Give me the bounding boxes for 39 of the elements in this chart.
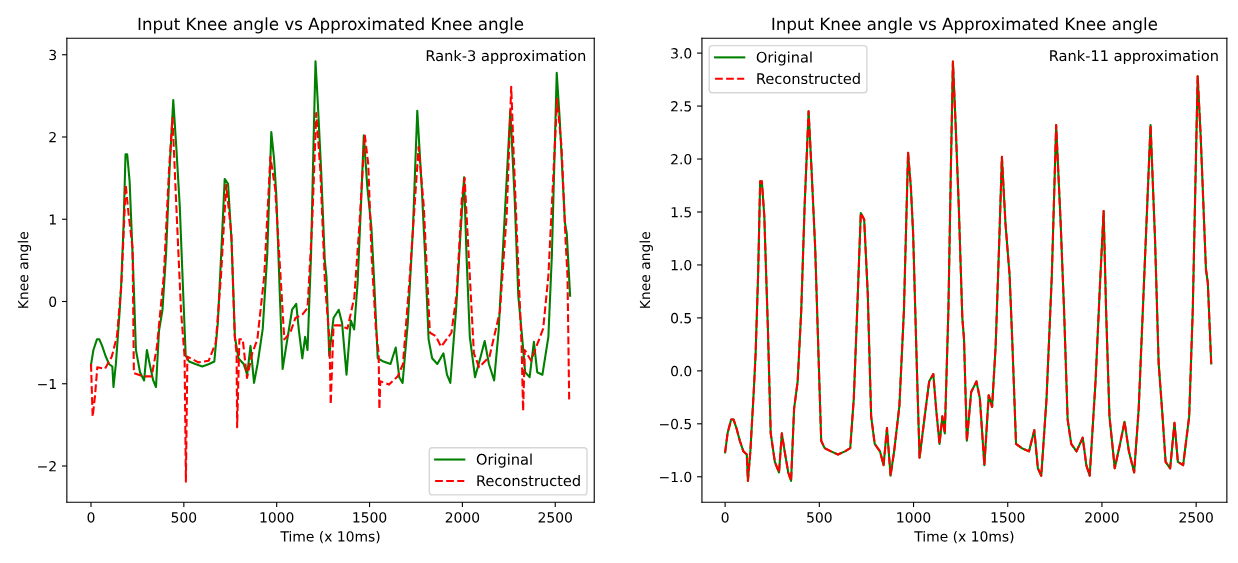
x-tick-label: 2500 [538,512,572,523]
y-tick-label: 0 [49,296,57,307]
y-tick-label: 1.5 [671,207,692,218]
y-tick-label: 0.5 [671,312,692,324]
x-tick-label: 0 [87,512,95,523]
annotation: Rank-11 approximation [1050,49,1218,64]
y-tick-label: 2.0 [671,154,692,165]
y-tick-label: 2.5 [671,101,692,112]
x-tick-label: 500 [807,512,832,523]
x-tick-label: 1000 [897,512,931,523]
y-tick-label: 1.0 [671,259,692,271]
x-axis-title: Time (x 10ms) [914,530,1014,544]
y-axis-title: Knee angle [639,232,653,308]
y-tick-label: 0.0 [671,365,692,377]
x-tick-label: 2000 [1085,512,1119,523]
chart-title: Input Knee angle vs Approximated Knee angle [138,17,524,34]
y-tick-label: 1 [49,214,56,225]
y-tick-label: 3 [49,49,57,61]
annotation: Rank-3 approximation [426,49,586,64]
legend-label: Reconstructed [757,72,860,85]
x-tick-label: 1500 [353,512,387,523]
legend-label: Original [476,453,532,468]
x-tick-label: 500 [171,512,197,523]
y-tick-label: −1 [38,378,56,390]
y-tick-label: −0.5 [659,418,692,430]
x-tick-label: 2000 [445,512,480,523]
y-tick-label: 3.0 [671,48,692,59]
x-tick-label: 1500 [991,512,1025,523]
x-tick-label: 1000 [260,512,294,523]
y-tick-label: 2 [49,131,56,143]
y-tick-label: −1.0 [659,471,692,483]
x-tick-label: 0 [721,512,729,523]
x-axis-title: Time (x 10ms) [280,530,380,544]
legend-label: Original [756,51,812,66]
x-tick-label: 2500 [1179,512,1213,523]
y-tick-label: −2 [38,460,56,472]
y-axis-title: Knee angle [17,232,32,308]
legend-label: Reconstructed [477,474,580,487]
chart-title: Input Knee angle vs Approximated Knee angle [772,17,1158,34]
